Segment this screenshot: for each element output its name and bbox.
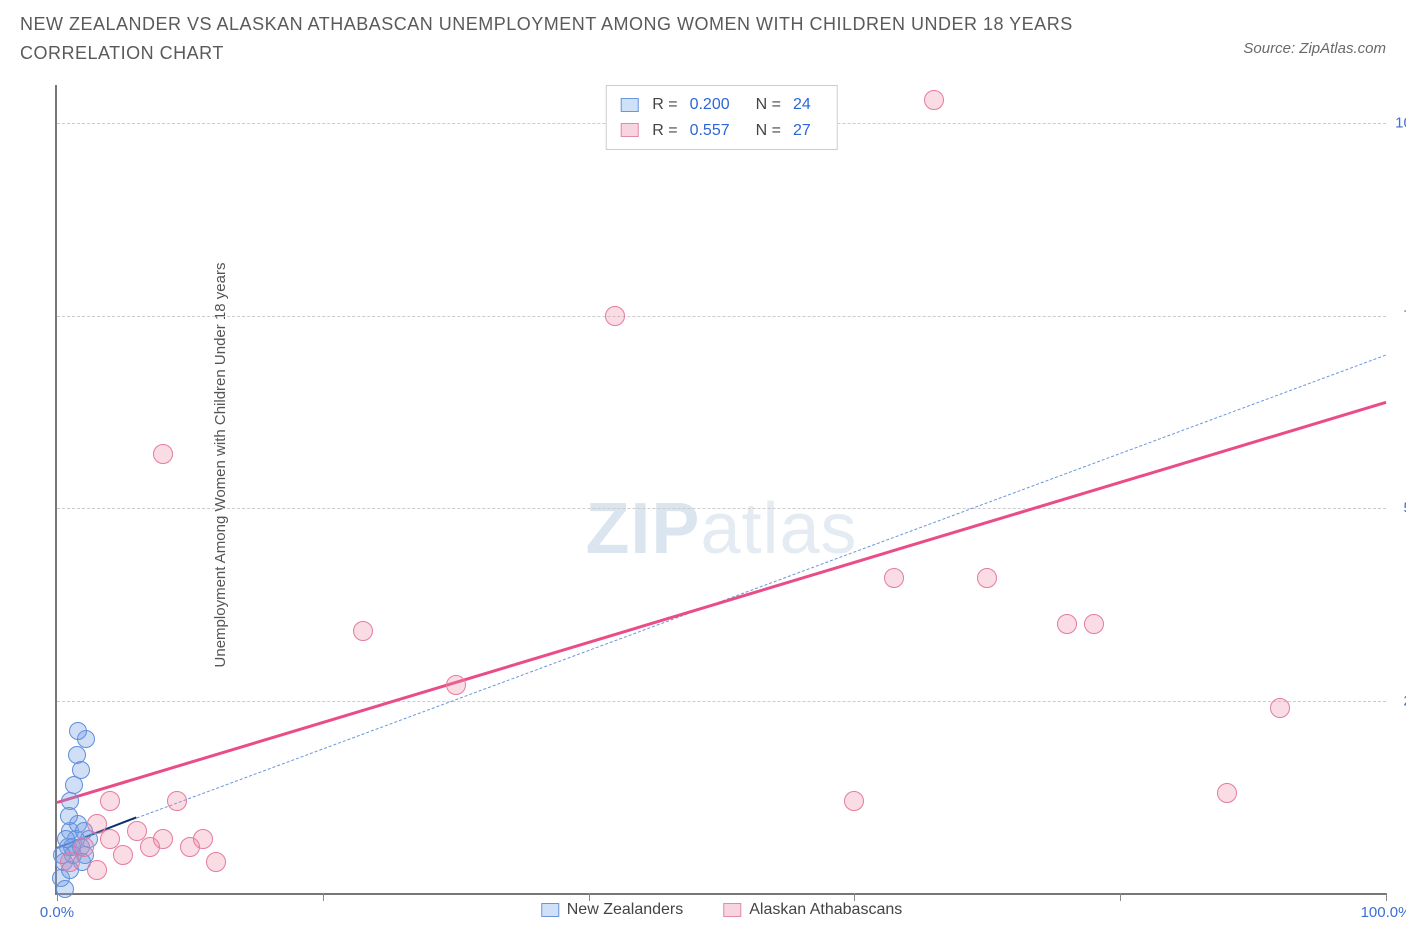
source-name: ZipAtlas.com (1299, 40, 1386, 57)
data-point (56, 880, 74, 898)
stat-n-label: N = (756, 92, 781, 118)
data-point (1217, 783, 1237, 803)
watermark-bold: ZIP (585, 489, 700, 569)
legend-swatch (541, 903, 559, 917)
gridline-h (57, 316, 1386, 317)
data-point (844, 791, 864, 811)
series-legend-item: Alaskan Athabascans (723, 901, 902, 919)
source-attribution: Source: ZipAtlas.com (1243, 10, 1386, 57)
y-tick-label: 100.0% (1395, 115, 1406, 132)
gridline-h (57, 508, 1386, 509)
trend-line (57, 401, 1387, 804)
stat-n-label: N = (756, 118, 781, 144)
source-prefix: Source: (1243, 40, 1299, 57)
stat-r-value: 0.200 (690, 92, 730, 118)
x-tick (589, 893, 590, 901)
x-tick-label: 100.0% (1361, 904, 1406, 921)
series-legend-item: New Zealanders (541, 901, 684, 919)
x-tick (854, 893, 855, 901)
legend-swatch (620, 98, 638, 112)
data-point (74, 837, 94, 857)
stats-legend-row: R = 0.200 N = 24 (620, 92, 823, 118)
stat-n-value: 27 (793, 118, 811, 144)
x-tick (1386, 893, 1387, 901)
data-point (113, 845, 133, 865)
stat-n-value: 24 (793, 92, 811, 118)
stats-legend: R = 0.200 N = 24 R = 0.557 N = 27 (605, 85, 838, 150)
x-tick (323, 893, 324, 901)
legend-swatch (620, 123, 638, 137)
series-legend: New Zealanders Alaskan Athabascans (541, 901, 903, 919)
data-point (60, 807, 78, 825)
data-point (100, 791, 120, 811)
data-point (153, 829, 173, 849)
scatter-chart: ZIPatlas 25.0%50.0%75.0%100.0%0.0%100.0%… (55, 85, 1386, 895)
data-point (446, 675, 466, 695)
gridline-h (57, 701, 1386, 702)
data-point (87, 860, 107, 880)
stats-legend-row: R = 0.557 N = 27 (620, 118, 823, 144)
data-point (353, 621, 373, 641)
data-point (193, 829, 213, 849)
series-name: Alaskan Athabascans (749, 901, 902, 919)
data-point (72, 761, 90, 779)
stat-r-label: R = (652, 118, 677, 144)
data-point (977, 568, 997, 588)
data-point (87, 814, 107, 834)
data-point (69, 722, 87, 740)
stat-r-label: R = (652, 92, 677, 118)
chart-title: NEW ZEALANDER VS ALASKAN ATHABASCAN UNEM… (20, 10, 1120, 68)
data-point (167, 791, 187, 811)
data-point (924, 90, 944, 110)
data-point (1270, 698, 1290, 718)
data-point (1057, 614, 1077, 634)
data-point (206, 852, 226, 872)
watermark: ZIPatlas (585, 488, 857, 570)
data-point (884, 568, 904, 588)
data-point (1084, 614, 1104, 634)
data-point (65, 776, 83, 794)
stat-r-value: 0.557 (690, 118, 730, 144)
data-point (153, 444, 173, 464)
data-point (605, 306, 625, 326)
watermark-light: atlas (700, 489, 857, 569)
series-name: New Zealanders (567, 901, 684, 919)
x-tick-label: 0.0% (40, 904, 74, 921)
legend-swatch (723, 903, 741, 917)
x-tick (1120, 893, 1121, 901)
